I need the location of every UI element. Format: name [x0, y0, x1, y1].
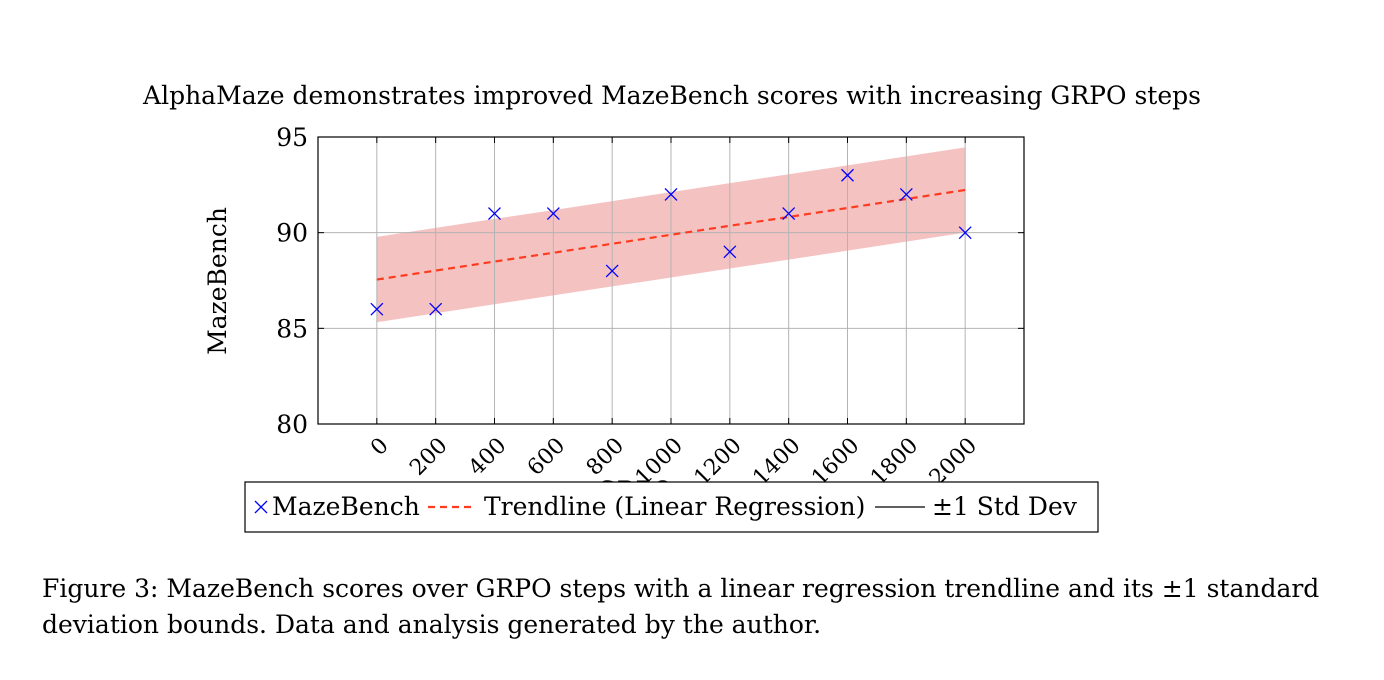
legend-entry-trendline: Trendline (Linear Regression)	[428, 492, 865, 521]
trendline-layer	[376, 188, 966, 281]
legend-label-mazebench: MazeBench	[272, 492, 420, 521]
data-point	[605, 264, 619, 278]
data-point	[664, 187, 678, 201]
plot-area	[317, 136, 1025, 425]
figure-caption: Figure 3: MazeBench scores over GRPO ste…	[42, 574, 1320, 639]
legend: MazeBench Trendline (Linear Regression) …	[244, 481, 1099, 533]
y-axis-label: MazeBench	[203, 207, 232, 355]
legend-entry-std-dev: ±1 Std Dev	[875, 492, 1078, 521]
x-tick-label: 200	[405, 433, 452, 480]
x-tick-label: 800	[582, 433, 629, 480]
y-tick-label: 90	[276, 219, 308, 248]
legend-box	[244, 481, 1099, 533]
trendline	[376, 188, 966, 281]
x-tick-label: 0	[366, 433, 394, 461]
data-point	[841, 168, 854, 182]
legend-entry-mazebench: MazeBench	[254, 492, 420, 521]
legend-label-trendline: Trendline (Linear Regression)	[484, 492, 865, 521]
y-tick-label: 80	[276, 410, 308, 439]
x-tick-label: 600	[523, 433, 570, 480]
x-tick-label: 400	[464, 433, 511, 480]
data-point	[429, 302, 443, 316]
marker-layer	[370, 168, 972, 316]
data-point	[782, 207, 796, 220]
y-tick-labels: 80 85 90 95	[276, 123, 308, 439]
chart-title: AlphaMaze demonstrates improved MazeBenc…	[142, 81, 1201, 110]
data-point	[958, 226, 972, 240]
legend-marker-x-icon	[254, 500, 268, 514]
plot-frame	[317, 136, 1025, 425]
y-tick-label: 85	[276, 314, 308, 343]
data-point	[899, 187, 913, 201]
y-tick-label: 95	[276, 123, 308, 152]
data-point	[488, 207, 501, 220]
data-point	[723, 245, 737, 259]
legend-label-std-dev: ±1 Std Dev	[932, 492, 1078, 521]
data-point	[370, 302, 384, 316]
data-point	[546, 207, 560, 220]
